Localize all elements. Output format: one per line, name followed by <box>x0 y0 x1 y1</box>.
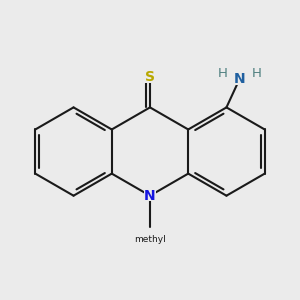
Text: N: N <box>234 72 245 86</box>
FancyBboxPatch shape <box>232 73 247 85</box>
Text: H: H <box>251 67 261 80</box>
Text: methyl: methyl <box>134 235 166 244</box>
Text: H: H <box>218 67 228 80</box>
Text: S: S <box>145 70 155 83</box>
FancyBboxPatch shape <box>145 190 155 201</box>
Text: N: N <box>144 189 156 203</box>
FancyBboxPatch shape <box>143 70 157 83</box>
